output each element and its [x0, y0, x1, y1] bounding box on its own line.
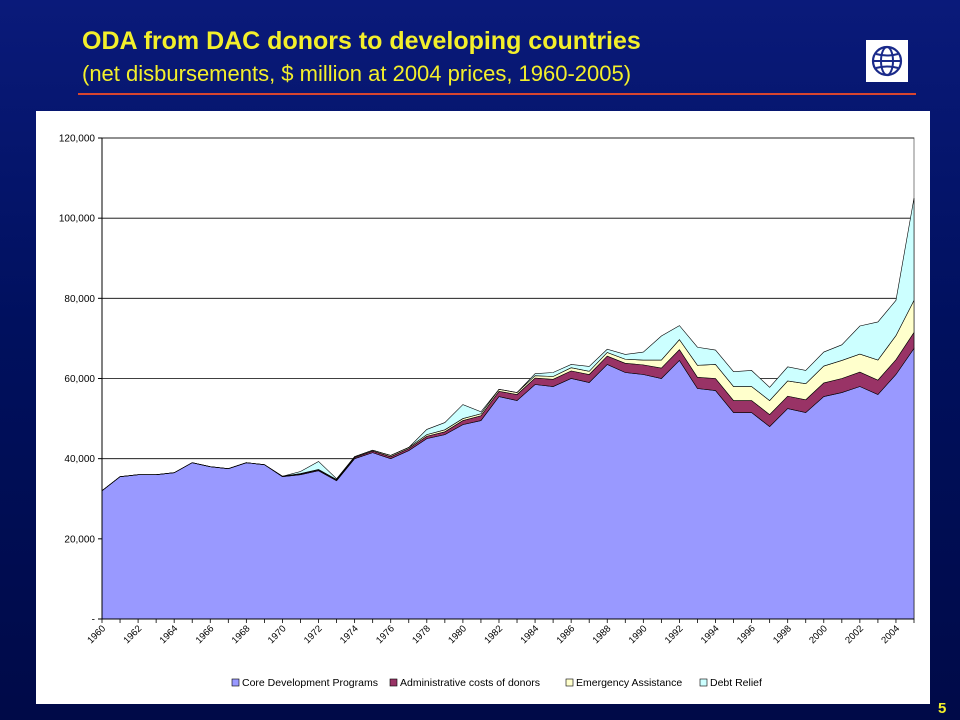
x-tick-label: 1960: [85, 623, 108, 646]
slide-subtitle: (net disbursements, $ million at 2004 pr…: [82, 61, 632, 86]
x-tick-label: 1980: [446, 623, 469, 646]
y-tick-label: 120,000: [59, 134, 96, 145]
x-tick-label: 1978: [410, 623, 433, 646]
legend-label: Administrative costs of donors: [400, 677, 540, 689]
x-tick-label: 1988: [591, 623, 614, 646]
legend-swatch: [699, 678, 708, 687]
x-tick-label: 1984: [518, 623, 541, 646]
x-tick-label: 2000: [807, 623, 830, 646]
x-tick-label: 1990: [627, 623, 650, 646]
legend-swatch: [565, 678, 574, 687]
y-tick-label: 60,000: [64, 374, 95, 385]
y-tick-label: 80,000: [64, 294, 95, 305]
y-tick-label: 40,000: [64, 454, 95, 465]
slide-title: ODA from DAC donors to developing countr…: [82, 27, 641, 55]
title-divider: [78, 93, 916, 95]
page-number: 5: [938, 700, 947, 717]
globe-icon: [866, 40, 908, 82]
x-tick-label: 1972: [302, 623, 325, 646]
x-tick-label: 1986: [555, 623, 578, 646]
legend-label: Debt Relief: [710, 677, 762, 689]
x-tick-label: 1968: [230, 623, 253, 646]
y-tick-label: 20,000: [64, 534, 95, 545]
x-tick-label: 1966: [194, 623, 217, 646]
chart-panel: - 20,000 40,000 60,000 80,000 100,000 120,000 1…: [36, 111, 930, 704]
x-tick-label: 1962: [121, 623, 144, 646]
legend-swatch: [231, 678, 240, 687]
legend-swatch: [389, 678, 398, 687]
x-tick-label: 1998: [771, 623, 794, 646]
x-tick-label: 1970: [266, 623, 289, 646]
x-tick-label: 1994: [699, 623, 722, 646]
x-tick-label: 2004: [879, 623, 902, 646]
legend-label: Emergency Assistance: [576, 677, 682, 689]
oda-area-chart: - 20,000 40,000 60,000 80,000 100,000 120,000 1…: [59, 134, 915, 689]
x-tick-label: 1992: [663, 623, 686, 646]
y-tick-label: 100,000: [59, 214, 96, 225]
x-tick-label: 2002: [843, 623, 866, 646]
y-tick-label: -: [92, 615, 95, 626]
x-tick-label: 1976: [374, 623, 397, 646]
area-series-4: [101, 198, 915, 491]
x-tick-label: 1964: [158, 623, 181, 646]
legend-label: Core Development Programs: [242, 677, 378, 689]
globe-icon-graphic: [871, 45, 903, 77]
x-tick-label: 1996: [735, 623, 758, 646]
x-tick-label: 1974: [338, 623, 361, 646]
x-tick-label: 1982: [482, 623, 505, 646]
